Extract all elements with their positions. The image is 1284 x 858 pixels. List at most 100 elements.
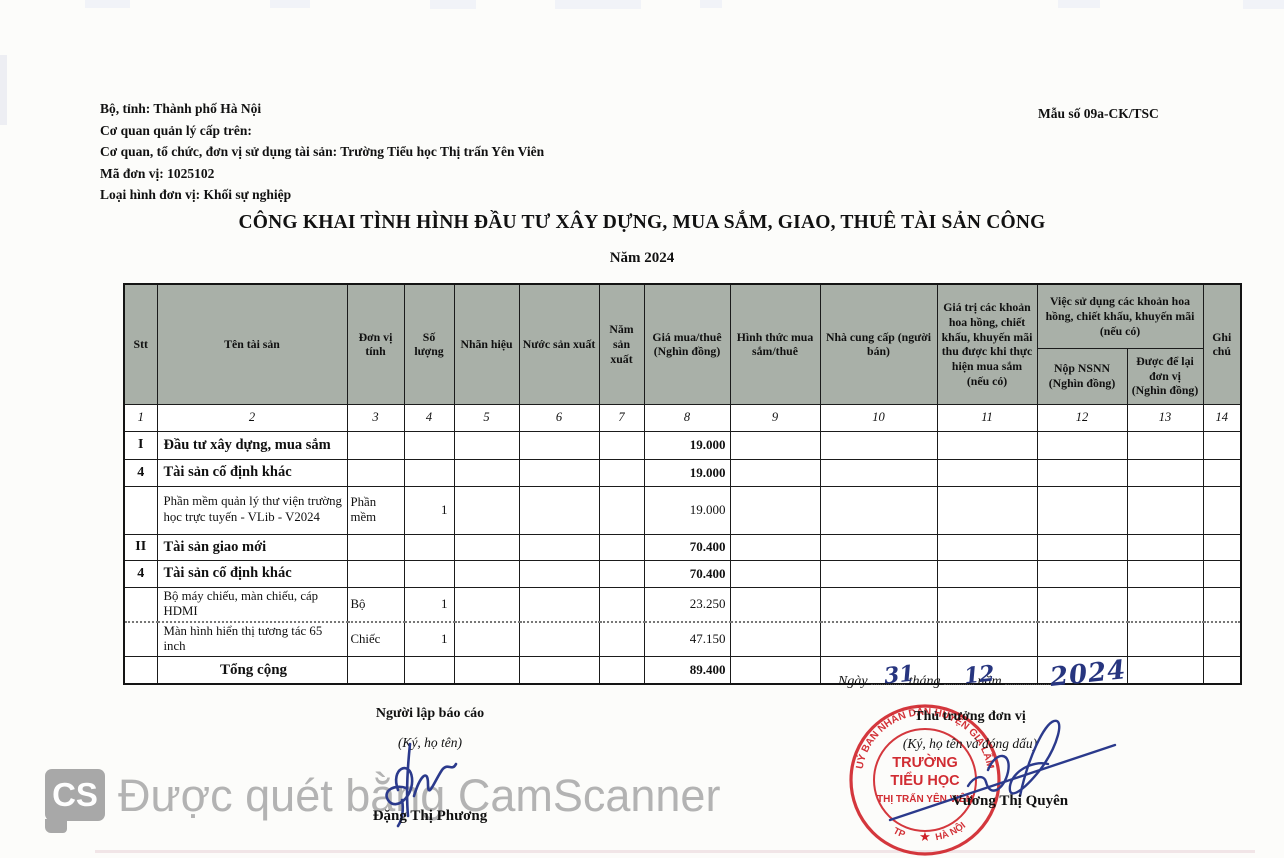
asset-name-cell: Bộ máy chiếu, màn chiếu, cáp HDMI <box>156 586 348 623</box>
empty-cell <box>518 655 600 685</box>
table-row-projector: Bộ máy chiếu, màn chiếu, cáp HDMI Bộ 1 2… <box>123 586 1242 623</box>
empty-cell <box>819 485 938 535</box>
empty-cell <box>729 620 821 657</box>
column-number: 7 <box>598 403 645 432</box>
left-signer-role: Người lập báo cáo <box>375 706 485 721</box>
empty-cell <box>518 485 600 535</box>
column-number: 8 <box>643 403 731 432</box>
date-blank <box>1005 671 1058 685</box>
empty-cell <box>518 559 600 588</box>
empty-cell <box>518 533 600 561</box>
empty-cell <box>1202 430 1242 460</box>
scan-artifact <box>700 0 722 8</box>
col-header-commission-use-note: (nếu có) <box>1099 323 1141 338</box>
col-header-purchase-form: Hình thức mua sắm/thuê <box>729 283 821 405</box>
column-number-row: 1 2 3 4 5 6 7 8 9 10 11 12 13 14 <box>123 403 1242 432</box>
empty-cell <box>729 533 821 561</box>
right-signer-role: Thủ trưởng đơn vị <box>914 709 1026 724</box>
empty-cell <box>453 485 520 535</box>
col-header-paid-to-budget: Nộp NSNN (Nghìn đồng) <box>1036 347 1128 405</box>
stamp-star-icon: ★ <box>919 829 931 844</box>
empty-cell <box>1126 559 1204 588</box>
camscanner-logo: CS <box>45 769 105 833</box>
right-signer-name: Vương Thị Quyên <box>951 793 1069 809</box>
scan-artifact <box>270 0 310 8</box>
stamp-center-line-3: THỊ TRẤN YÊN VIÊN <box>877 792 973 805</box>
empty-cell <box>1126 458 1204 487</box>
empty-cell <box>518 458 600 487</box>
qty-cell: 1 <box>403 620 455 657</box>
empty-cell <box>729 559 821 588</box>
unit-cell: Chiếc <box>346 620 405 657</box>
col-header-price: Giá mua/thuê (Nghìn đồng) <box>643 283 731 405</box>
price-cell: 19.000 <box>643 458 731 487</box>
col-header-commission-value: Giá trị các khoản hoa hồng, chiết khấu, … <box>936 283 1038 405</box>
scan-artifact <box>1243 0 1284 9</box>
left-signer-name: Đặng Thị Phương <box>372 808 488 824</box>
empty-cell <box>598 559 645 588</box>
col-header-retained-main: Được để lại đơn vị <box>1136 353 1194 383</box>
empty-cell <box>936 559 1038 588</box>
scan-artifact <box>430 0 476 9</box>
empty-cell <box>453 430 520 460</box>
empty-cell <box>1126 533 1204 561</box>
col-header-brand: Nhãn hiệu <box>453 283 520 405</box>
date-line: Ngày tháng năm 31 12 2024 <box>838 655 1138 693</box>
stt-cell <box>123 586 158 623</box>
stt-cell <box>123 620 158 657</box>
col-header-retained: Được để lại đơn vị (Nghìn đồng) <box>1126 347 1204 405</box>
date-label-month: tháng <box>908 674 941 689</box>
table-row-section-4a: 4 Tài sản cố định khác 19.000 <box>123 458 1242 487</box>
price-cell: 70.400 <box>643 533 731 561</box>
empty-cell <box>346 655 405 685</box>
empty-cell <box>1036 559 1128 588</box>
stt-cell: I <box>123 430 158 460</box>
empty-cell <box>598 620 645 657</box>
empty-cell <box>346 559 405 588</box>
column-number: 13 <box>1126 403 1204 432</box>
empty-cell <box>598 586 645 623</box>
price-cell: 89.400 <box>643 655 731 685</box>
stamp-center-line-1: TRƯỜNG <box>892 753 957 771</box>
org-info-block: Bộ, tỉnh: Thành phố Hà Nội Cơ quan quản … <box>100 98 544 206</box>
column-number: 11 <box>936 403 1038 432</box>
left-signature-ink <box>385 742 458 828</box>
empty-cell <box>936 485 1038 535</box>
svg-text:TP: TP <box>891 826 907 841</box>
empty-cell <box>1126 620 1204 657</box>
stt-cell: II <box>123 533 158 561</box>
official-stamp: UỶ BAN NHÂN DÂN HUYỆN GIA LÂM TP HÀ NỘI … <box>849 704 1001 856</box>
col-header-unit: Đơn vị tính <box>346 283 405 405</box>
empty-cell <box>1202 586 1242 623</box>
date-blank <box>871 671 906 685</box>
document-title: CÔNG KHAI TÌNH HÌNH ĐẦU TƯ XÂY DỰNG, MUA… <box>238 212 1046 233</box>
col-header-price-main: Giá mua/thuê <box>652 329 722 344</box>
empty-cell <box>453 620 520 657</box>
empty-cell <box>819 533 938 561</box>
scan-artifact <box>95 850 1255 853</box>
col-header-paid-main: Nộp NSNN <box>1053 361 1111 376</box>
empty-cell <box>819 559 938 588</box>
column-number: 6 <box>518 403 600 432</box>
table-row-total: Tổng cộng 89.400 <box>123 655 1242 685</box>
price-cell: 19.000 <box>643 485 731 535</box>
asset-name-cell: Tài sản giao mới <box>156 533 348 561</box>
empty-cell <box>598 458 645 487</box>
info-line-ministry: Bộ, tỉnh: Thành phố Hà Nội <box>100 101 262 116</box>
empty-cell <box>453 586 520 623</box>
header-row-2: Nộp NSNN (Nghìn đồng) Được để lại đơn vị… <box>124 347 1241 405</box>
info-line-unit: Cơ quan, tổ chức, đơn vị sử dụng tài sản… <box>100 144 545 159</box>
column-number: 3 <box>346 403 405 432</box>
document-year: Năm 2024 <box>609 250 675 266</box>
column-number: 4 <box>403 403 455 432</box>
empty-cell <box>729 430 821 460</box>
empty-cell <box>598 485 645 535</box>
scan-artifact <box>1058 0 1100 8</box>
table-row-section-4b: 4 Tài sản cố định khác 70.400 <box>123 559 1242 588</box>
info-line-unit-code: Mã đơn vị: 1025102 <box>100 165 215 181</box>
stt-cell: 4 <box>123 458 158 487</box>
total-label-cell: Tổng cộng <box>156 655 348 685</box>
empty-cell <box>1036 533 1128 561</box>
empty-cell <box>1126 586 1204 623</box>
scan-artifact <box>85 0 130 8</box>
